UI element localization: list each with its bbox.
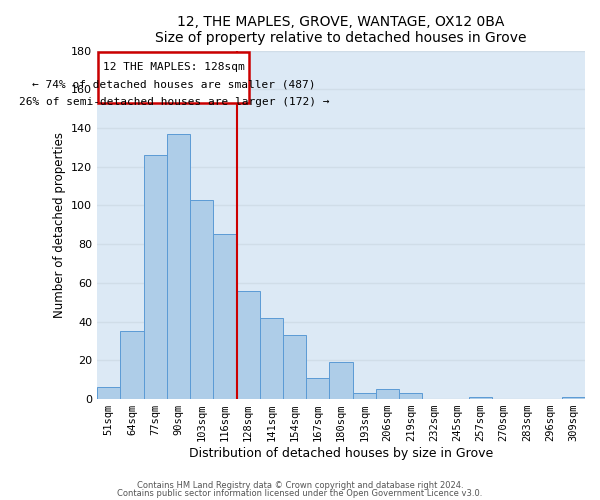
Bar (260, 318, 283, 399)
Text: ← 74% of detached houses are smaller (487): ← 74% of detached houses are smaller (48… (32, 80, 316, 90)
X-axis label: Distribution of detached houses by size in Grove: Distribution of detached houses by size … (189, 447, 493, 460)
Bar (399, 394, 422, 399)
Bar (376, 390, 399, 399)
Bar (236, 290, 260, 399)
Bar (214, 234, 236, 399)
Bar (167, 134, 190, 399)
Bar (121, 332, 143, 399)
Text: 12 THE MAPLES: 128sqm: 12 THE MAPLES: 128sqm (103, 62, 245, 72)
Title: 12, THE MAPLES, GROVE, WANTAGE, OX12 0BA
Size of property relative to detached h: 12, THE MAPLES, GROVE, WANTAGE, OX12 0BA… (155, 15, 527, 45)
Bar (143, 155, 167, 399)
Bar (283, 335, 306, 399)
Text: Contains public sector information licensed under the Open Government Licence v3: Contains public sector information licen… (118, 489, 482, 498)
Bar (562, 397, 585, 399)
Bar (353, 394, 376, 399)
Bar (329, 362, 353, 399)
Bar (97, 388, 121, 399)
Text: Contains HM Land Registry data © Crown copyright and database right 2024.: Contains HM Land Registry data © Crown c… (137, 480, 463, 490)
Bar (469, 397, 492, 399)
Y-axis label: Number of detached properties: Number of detached properties (53, 132, 65, 318)
Bar (306, 378, 329, 399)
Bar (190, 200, 214, 399)
FancyBboxPatch shape (98, 52, 250, 103)
Text: 26% of semi-detached houses are larger (172) →: 26% of semi-detached houses are larger (… (19, 97, 329, 107)
